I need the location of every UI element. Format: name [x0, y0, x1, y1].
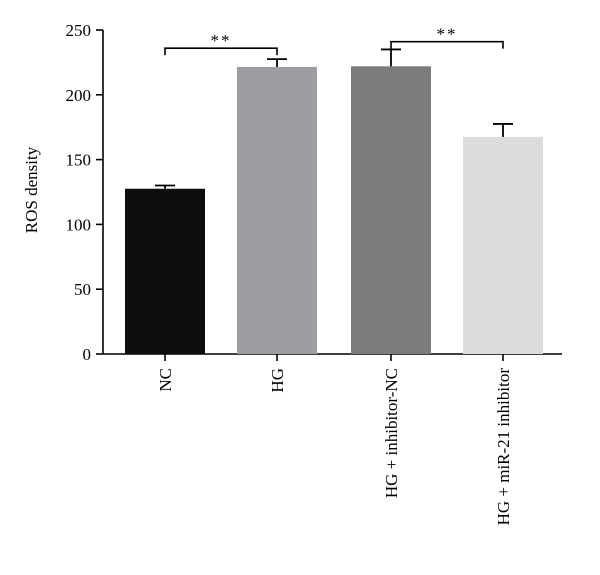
bar — [351, 66, 431, 355]
bar — [125, 188, 205, 354]
significance-label: ** — [437, 25, 458, 44]
y-tick-label: 250 — [66, 21, 92, 40]
y-tick-label: 50 — [74, 280, 91, 299]
y-axis-title: ROS density — [22, 146, 41, 233]
significance-bracket — [390, 40, 504, 49]
bar — [463, 136, 543, 354]
x-category-label: HG + inhibitor-NC — [382, 368, 401, 498]
significance-brackets: ** ** — [164, 25, 504, 56]
y-tick-label: 150 — [66, 151, 92, 170]
category-labels: NC HG HG + inhibitor-NC HG + miR-21 inhibit… — [156, 368, 513, 526]
x-category-label: HG — [268, 368, 287, 393]
significance-bracket — [164, 47, 278, 56]
y-tick-label: 200 — [66, 86, 92, 105]
error-bars — [155, 48, 513, 189]
bars — [125, 66, 543, 355]
y-tick-label: 0 — [83, 345, 92, 364]
x-category-label: HG + miR-21 inhibitor — [494, 368, 513, 526]
y-tick-label: 100 — [66, 215, 92, 234]
x-category-label: NC — [156, 368, 175, 392]
significance-label: ** — [211, 31, 232, 50]
bar — [237, 66, 317, 354]
